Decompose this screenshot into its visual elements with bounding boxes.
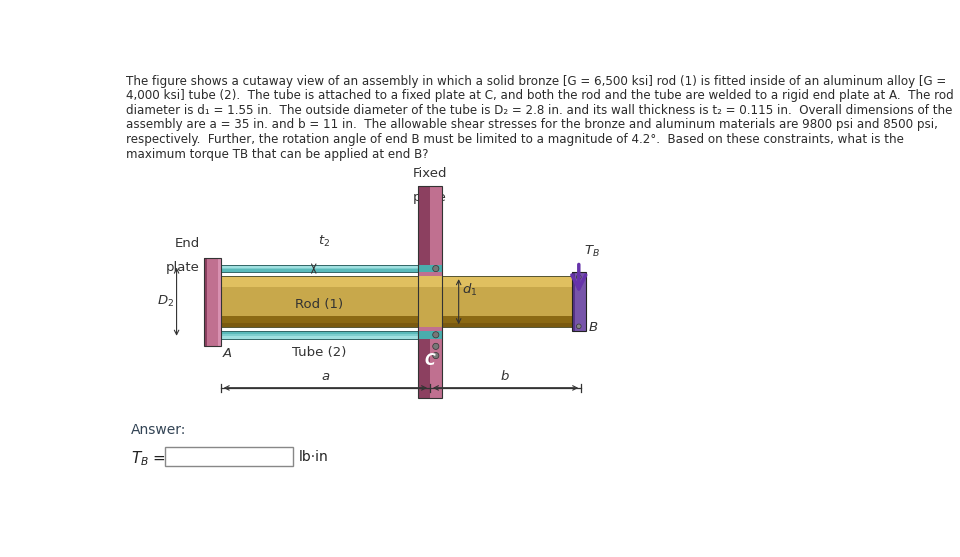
Circle shape xyxy=(576,275,581,280)
Text: C: C xyxy=(424,353,436,368)
Text: $b$: $b$ xyxy=(500,369,510,383)
Text: $t_2$: $t_2$ xyxy=(318,234,329,249)
Bar xyxy=(221,331,424,339)
Circle shape xyxy=(433,343,439,349)
Text: 4,000 ksi] tube (2).  The tube is attached to a fixed plate at C, and both the r: 4,000 ksi] tube (2). The tube is attache… xyxy=(126,89,954,102)
Text: maximum torque TB that can be applied at end B?: maximum torque TB that can be applied at… xyxy=(126,148,429,160)
Bar xyxy=(221,331,424,339)
Text: lb·in: lb·in xyxy=(299,449,328,463)
Circle shape xyxy=(433,266,439,272)
Bar xyxy=(419,339,430,398)
Text: diameter is d₁ = 1.55 in.  The outside diameter of the tube is D₂ = 2.8 in. and : diameter is d₁ = 1.55 in. The outside di… xyxy=(126,104,952,117)
Text: Fixed: Fixed xyxy=(413,167,447,180)
Bar xyxy=(218,258,221,345)
Circle shape xyxy=(576,324,581,329)
Text: $a$: $a$ xyxy=(321,370,330,383)
Text: Answer:: Answer: xyxy=(131,423,186,437)
Text: plate: plate xyxy=(166,261,200,274)
Bar xyxy=(572,272,575,331)
Bar xyxy=(221,331,424,334)
Bar xyxy=(419,265,442,272)
Bar xyxy=(419,186,442,398)
Bar xyxy=(221,265,424,268)
Bar xyxy=(204,258,206,345)
Bar xyxy=(221,323,581,327)
Bar xyxy=(221,316,581,327)
Text: $T_B$: $T_B$ xyxy=(585,243,600,258)
Text: The figure shows a cutaway view of an assembly in which a solid bronze [G = 6,50: The figure shows a cutaway view of an as… xyxy=(126,75,947,87)
Text: Rod (1): Rod (1) xyxy=(295,298,344,311)
Bar xyxy=(221,265,424,272)
Text: $d_1$: $d_1$ xyxy=(462,282,477,298)
Text: A: A xyxy=(223,347,231,360)
Bar xyxy=(221,276,581,287)
Bar xyxy=(572,272,586,331)
Bar xyxy=(419,331,442,339)
Text: plate: plate xyxy=(413,191,447,204)
Bar xyxy=(221,265,424,272)
Text: assembly are a = 35 in. and b = 11 in.  The allowable shear stresses for the bro: assembly are a = 35 in. and b = 11 in. T… xyxy=(126,119,938,131)
Text: End: End xyxy=(175,237,200,250)
Bar xyxy=(165,447,293,466)
Bar xyxy=(204,258,221,345)
Bar xyxy=(419,276,442,327)
Bar xyxy=(419,276,442,287)
Bar xyxy=(204,258,221,345)
Bar xyxy=(419,186,430,265)
Circle shape xyxy=(433,353,439,359)
Text: $T_B$ =: $T_B$ = xyxy=(131,449,166,468)
Text: Tube (2): Tube (2) xyxy=(292,346,347,359)
Text: B: B xyxy=(588,321,598,334)
Bar xyxy=(221,276,581,327)
Bar xyxy=(572,272,586,331)
Bar xyxy=(221,270,424,272)
Bar xyxy=(419,186,442,398)
Text: respectively.  Further, the rotation angle of end B must be limited to a magnitu: respectively. Further, the rotation angl… xyxy=(126,133,904,146)
Text: $D_2$: $D_2$ xyxy=(157,294,175,309)
Circle shape xyxy=(433,332,439,338)
Bar xyxy=(221,276,581,327)
Bar xyxy=(221,335,424,339)
